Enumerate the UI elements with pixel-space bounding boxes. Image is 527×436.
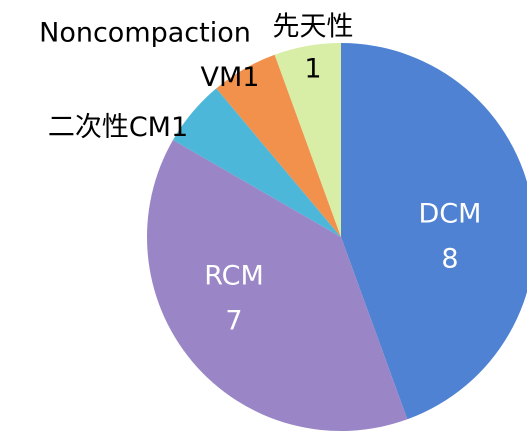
slice-value: 8 [441, 244, 458, 275]
slice-label: RCM [204, 261, 264, 292]
pie-slice [341, 43, 527, 420]
pie-slice [172, 88, 341, 237]
slice-value: 1 [171, 112, 188, 143]
slice-value: 1 [304, 54, 321, 85]
slice-label: 二次性CM [48, 112, 171, 143]
pie-slice [147, 140, 408, 431]
slice-label-group: 二次性CM1 [48, 112, 188, 143]
slice-label: Noncompaction [39, 18, 251, 49]
pie-slice [216, 54, 341, 237]
slice-value: 1 [242, 62, 259, 93]
slice-label-end: VM [201, 62, 243, 93]
slice-label: 先天性 [273, 12, 354, 43]
slice-label: DCM [419, 199, 482, 230]
pie-slice [274, 43, 341, 237]
slice-value: 7 [225, 306, 242, 337]
slice-label: VM1 [201, 62, 260, 93]
